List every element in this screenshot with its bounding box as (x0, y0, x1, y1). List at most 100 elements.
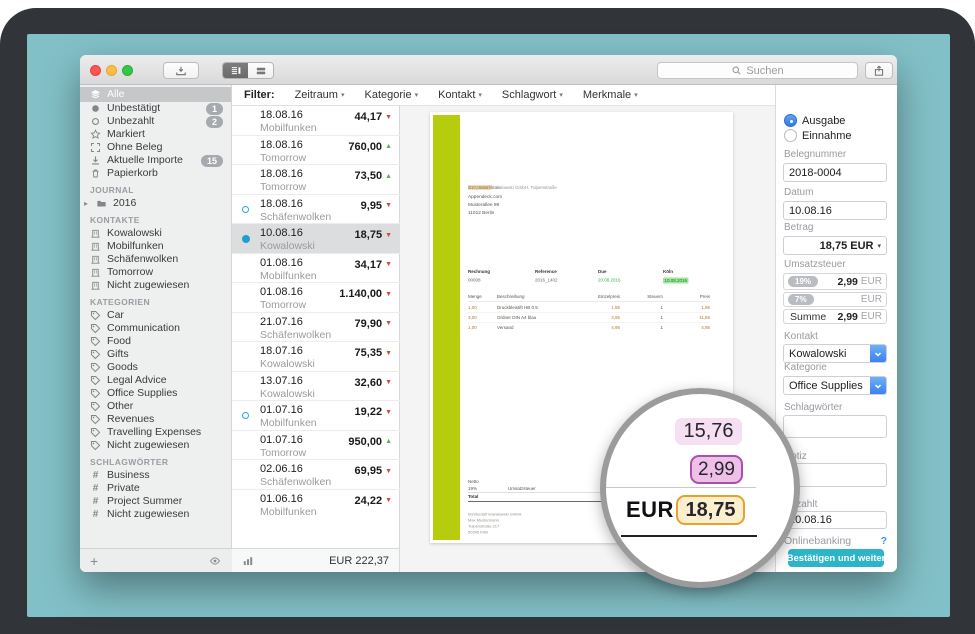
transaction-row[interactable]: 18.08.16 Mobilfunken 44,17 (232, 106, 400, 136)
confirm-button[interactable]: Bestätigen und weiter (787, 549, 885, 567)
sidebar-item-aktuelle-importe[interactable]: Aktuelle Importe 15 (80, 154, 231, 167)
disclosure-triangle-icon[interactable]: ▸ (84, 199, 89, 208)
import-button[interactable] (163, 62, 199, 79)
transaction-row[interactable]: 13.07.16 Kowalowski 32,60 (232, 372, 400, 401)
close-window-button[interactable] (90, 65, 101, 76)
sidebar-item-kategorie[interactable]: Food (80, 335, 231, 348)
tag-icon (90, 414, 101, 425)
sidebar-item-unbezahlt[interactable]: Unbezahlt 2 (80, 115, 231, 128)
invoice-sender-line: bürobedarf kowalowski GmbH, Tulpenstraße… (468, 185, 557, 190)
transaction-row[interactable]: 18.08.16 Tomorrow 760,00 (232, 136, 400, 165)
download-icon (90, 155, 101, 166)
sidebar-item-kategorie[interactable]: Goods (80, 361, 231, 374)
vat-summe-row[interactable]: Summe 2,99 EUR (783, 309, 887, 324)
vat-7-row[interactable]: 7% EUR (783, 292, 887, 307)
betrag-field[interactable]: 18,75 EUR ▾ (783, 236, 887, 255)
up-triangle-icon (385, 173, 392, 180)
dashed-square-icon (91, 143, 100, 152)
hash-icon: # (92, 496, 99, 507)
sidebar-item-kategorie[interactable]: Gifts (80, 348, 231, 361)
sidebar-item-schlagwort[interactable]: # Business (80, 469, 231, 482)
card-view-segment[interactable] (248, 63, 273, 78)
invoice-content: bürobedarf kowalowski GmbH, Tulpenstraße… (430, 112, 733, 543)
journal-view-segment[interactable] (223, 63, 248, 78)
transaction-row[interactable]: 01.08.16 Tomorrow 1.140,00 (232, 283, 400, 313)
radio-ausgabe[interactable]: Ausgabe (784, 114, 845, 127)
filter-schlagwort[interactable]: Schlagwort (502, 89, 563, 101)
notiz-field[interactable] (783, 463, 887, 487)
belegnummer-field[interactable] (783, 163, 887, 182)
datum-field[interactable] (783, 201, 887, 220)
bezahlt-field[interactable] (783, 511, 887, 529)
add-button[interactable]: + (90, 552, 99, 569)
sidebar-item-alle[interactable]: Alle (80, 87, 231, 102)
transaction-row-selected[interactable]: 10.08.16 Kowalowski 18,75 (232, 224, 400, 254)
sidebar-item-kategorie[interactable]: Travelling Expenses (80, 426, 231, 439)
sidebar-item-schlagwort[interactable]: # Private (80, 482, 231, 495)
help-icon[interactable]: ? (880, 535, 887, 547)
star-icon (90, 129, 101, 140)
filter-merkmale[interactable]: Merkmale (583, 89, 638, 101)
sidebar-item-kategorie[interactable]: Revenues (80, 413, 231, 426)
transaction-row[interactable]: 01.07.16 Mobilfunken 19,22 (232, 401, 400, 431)
sidebar-item-unbestaetigt[interactable]: Unbestätigt 1 (80, 102, 231, 115)
transaction-row[interactable]: 01.06.16 Mobilfunken 24,22 (232, 490, 400, 519)
eye-icon[interactable] (208, 555, 222, 567)
tag-icon (90, 323, 101, 334)
transaction-row[interactable]: 02.06.16 Schäfenwolken 69,95 (232, 460, 400, 490)
sidebar-item-schlagwort[interactable]: # Project Summer (80, 495, 231, 508)
sidebar-item-kontakt[interactable]: Tomorrow (80, 266, 231, 279)
bar-chart-icon[interactable] (242, 555, 254, 567)
sidebar-item-markiert[interactable]: Markiert (80, 128, 231, 141)
sidebar-item-ohne-beleg[interactable]: Ohne Beleg (80, 141, 231, 154)
kontakt-select[interactable]: Kowalowski (783, 344, 887, 363)
sidebar-item-kategorie[interactable]: Legal Advice (80, 374, 231, 387)
sidebar-item-kategorie[interactable]: Nicht zugewiesen (80, 439, 231, 452)
filter-zeitraum[interactable]: Zeitraum (295, 89, 345, 101)
sidebar-section-schlagwoerter: SCHLAGWÖRTER (90, 457, 169, 467)
layers-icon (90, 89, 101, 100)
vat-19-row[interactable]: 19% 2,99 EUR (783, 273, 887, 290)
filter-kontakt[interactable]: Kontakt (438, 89, 482, 101)
chevron-down-icon (870, 345, 886, 362)
currency-label: EUR (626, 497, 674, 522)
transaction-row[interactable]: 21.07.16 Schäfenwolken 79,90 (232, 313, 400, 342)
sidebar-item-kategorie[interactable]: Car (80, 309, 231, 322)
hash-icon: # (92, 509, 99, 520)
vat-rate-badge: 19% (788, 276, 819, 287)
transaction-row[interactable]: 18.08.16 Tomorrow 73,50 (232, 165, 400, 195)
radio-einnahme[interactable]: Einnahme (784, 129, 852, 142)
list-total: EUR 222,37 (329, 554, 389, 567)
datum-label: Datum (784, 187, 814, 198)
kategorie-select[interactable]: Office Supplies (783, 376, 887, 395)
schlagwoerter-field[interactable] (783, 415, 887, 438)
sidebar-item-kategorie[interactable]: Office Supplies (80, 387, 231, 400)
tag-icon (90, 362, 101, 373)
down-triangle-icon (385, 114, 392, 121)
down-triangle-icon (385, 261, 392, 268)
sidebar-item-kontakt[interactable]: Schäfenwolken (80, 253, 231, 266)
unconfirmed-dot-icon (242, 235, 250, 243)
sidebar-item-kontakt[interactable]: Mobilfunken (80, 240, 231, 253)
sidebar-item-2016[interactable]: ▸ 2016 (84, 197, 137, 209)
sidebar-item-schlagwort[interactable]: # Nicht zugewiesen (80, 508, 231, 521)
radio-selected-icon (784, 114, 797, 127)
sidebar-section-kontakte: KONTAKTE (90, 215, 140, 225)
filter-kategorie[interactable]: Kategorie (364, 89, 418, 101)
sidebar-item-kontakt[interactable]: Kowalowski (80, 227, 231, 240)
minimize-window-button[interactable] (106, 65, 117, 76)
transaction-row[interactable]: 01.08.16 Mobilfunken 34,17 (232, 254, 400, 283)
transaction-row[interactable]: 18.07.16 Kowalowski 75,35 (232, 342, 400, 372)
sidebar-item-kategorie[interactable]: Communication (80, 322, 231, 335)
search-input[interactable]: Suchen (657, 62, 858, 79)
sidebar-item-papierkorb[interactable]: Papierkorb (80, 167, 231, 180)
transaction-row[interactable]: 18.08.16 Schäfenwolken 9,95 (232, 195, 400, 224)
zoom-window-button[interactable] (122, 65, 133, 76)
sidebar-item-kontakt[interactable]: Nicht zugewiesen (80, 279, 231, 292)
sidebar-item-kategorie[interactable]: Other (80, 400, 231, 413)
ocr-highlight: 217, 50345 (468, 185, 492, 190)
transaction-row[interactable]: 01.07.16 Tomorrow 950,00 (232, 431, 400, 460)
share-button[interactable] (865, 62, 893, 79)
